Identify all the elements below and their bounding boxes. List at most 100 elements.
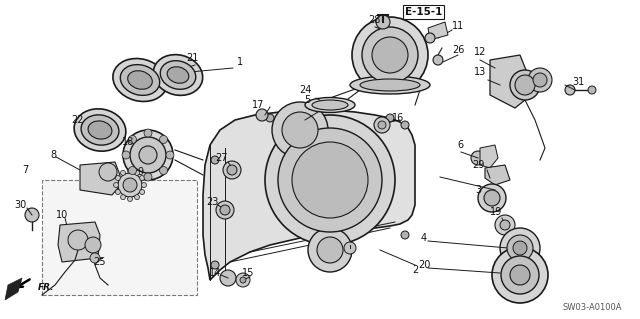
Circle shape (507, 235, 533, 261)
Circle shape (120, 195, 125, 200)
Circle shape (433, 55, 443, 65)
Circle shape (115, 189, 120, 195)
Circle shape (376, 15, 390, 29)
Circle shape (515, 75, 535, 95)
Circle shape (308, 228, 352, 272)
Ellipse shape (113, 58, 167, 101)
Text: 12: 12 (474, 47, 486, 57)
Circle shape (240, 277, 246, 283)
Text: 16: 16 (392, 113, 404, 123)
Text: FR.: FR. (38, 283, 54, 292)
Circle shape (265, 115, 395, 245)
Ellipse shape (88, 121, 112, 139)
Circle shape (588, 86, 596, 94)
Bar (42, 180, 197, 295)
Circle shape (166, 151, 174, 159)
Circle shape (510, 265, 530, 285)
Ellipse shape (139, 146, 157, 164)
Text: 5: 5 (304, 95, 310, 105)
Circle shape (565, 85, 575, 95)
Circle shape (223, 161, 241, 179)
Circle shape (134, 170, 140, 175)
Circle shape (256, 109, 268, 121)
Circle shape (510, 70, 540, 100)
Polygon shape (203, 110, 415, 280)
Circle shape (118, 173, 142, 197)
Text: 4: 4 (421, 233, 427, 243)
Text: 10: 10 (56, 210, 68, 220)
Ellipse shape (123, 130, 173, 180)
Circle shape (141, 182, 147, 188)
Circle shape (85, 237, 101, 253)
Circle shape (500, 228, 540, 268)
Text: 2: 2 (412, 265, 418, 275)
Circle shape (211, 261, 219, 269)
Circle shape (144, 173, 152, 181)
Text: 20: 20 (418, 260, 430, 270)
Polygon shape (58, 222, 100, 262)
Circle shape (68, 230, 88, 250)
Text: 18: 18 (122, 137, 134, 147)
Circle shape (528, 68, 552, 92)
Polygon shape (490, 55, 528, 108)
Polygon shape (428, 22, 448, 40)
Polygon shape (5, 278, 22, 300)
Circle shape (236, 273, 250, 287)
Text: 6: 6 (457, 140, 463, 150)
Ellipse shape (81, 115, 119, 145)
Ellipse shape (305, 98, 355, 113)
Text: 9: 9 (137, 167, 143, 177)
Circle shape (513, 241, 527, 255)
Text: 3: 3 (475, 185, 481, 195)
Circle shape (362, 27, 418, 83)
Text: 8: 8 (50, 150, 56, 160)
Ellipse shape (130, 137, 166, 173)
Polygon shape (485, 165, 510, 185)
Ellipse shape (160, 61, 196, 89)
Ellipse shape (74, 109, 126, 151)
Circle shape (352, 17, 428, 93)
Circle shape (266, 114, 274, 122)
Circle shape (346, 151, 354, 159)
Circle shape (159, 167, 168, 174)
Text: 7: 7 (22, 165, 28, 175)
Text: 28: 28 (368, 15, 380, 25)
Circle shape (127, 168, 132, 174)
Circle shape (278, 128, 382, 232)
Text: 24: 24 (299, 85, 311, 95)
Circle shape (501, 256, 539, 294)
Ellipse shape (154, 55, 203, 95)
Text: 1: 1 (237, 57, 243, 67)
Ellipse shape (167, 67, 189, 83)
Circle shape (471, 151, 485, 165)
Circle shape (372, 37, 408, 73)
Circle shape (99, 163, 117, 181)
Circle shape (283, 213, 297, 227)
Circle shape (378, 121, 386, 129)
Circle shape (342, 147, 358, 163)
Circle shape (282, 112, 318, 148)
Circle shape (495, 215, 515, 235)
Text: 23: 23 (206, 197, 218, 207)
Circle shape (344, 242, 356, 254)
Circle shape (140, 175, 145, 181)
Circle shape (374, 117, 390, 133)
Text: 26: 26 (452, 45, 464, 55)
Circle shape (134, 195, 140, 200)
Text: 31: 31 (572, 77, 584, 87)
Circle shape (129, 167, 136, 174)
Text: E-15-1: E-15-1 (405, 7, 442, 17)
Text: 13: 13 (474, 67, 486, 77)
Text: 15: 15 (242, 268, 254, 278)
Circle shape (144, 129, 152, 137)
Polygon shape (480, 145, 498, 168)
Circle shape (140, 189, 145, 195)
Ellipse shape (360, 79, 420, 91)
Circle shape (386, 114, 394, 122)
Polygon shape (80, 162, 120, 195)
Circle shape (303, 173, 317, 187)
Circle shape (127, 197, 132, 202)
Text: 17: 17 (252, 100, 264, 110)
Circle shape (122, 151, 130, 159)
Circle shape (90, 253, 100, 263)
